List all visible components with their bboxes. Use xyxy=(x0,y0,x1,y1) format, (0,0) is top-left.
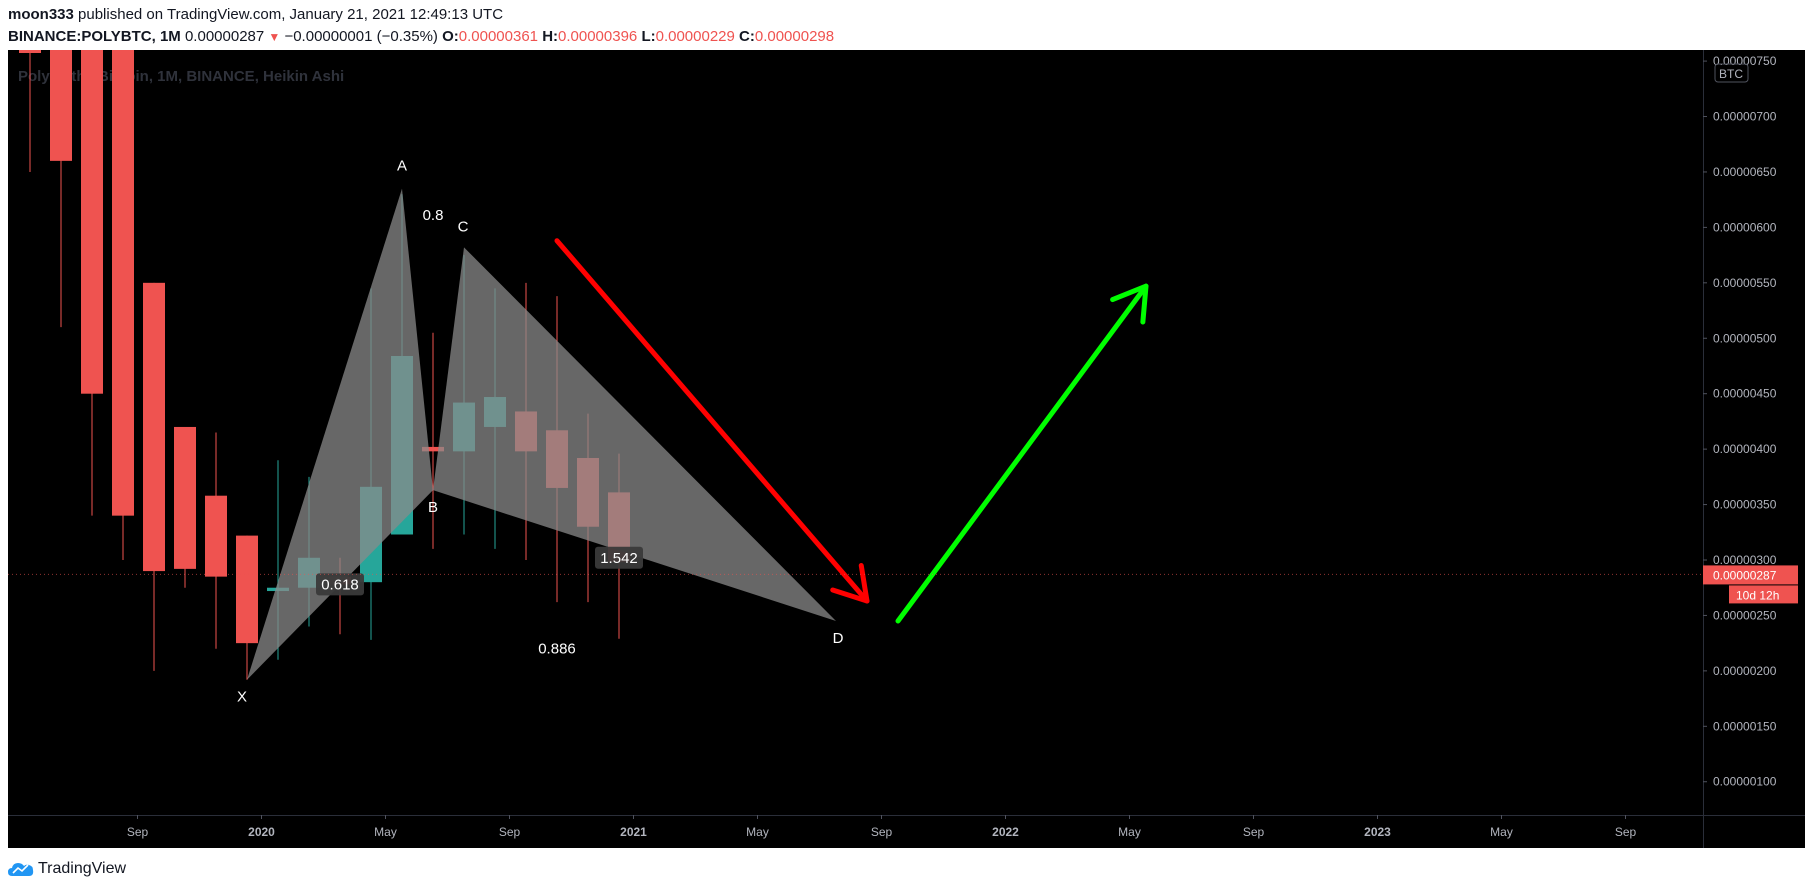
x-tick-label: Sep xyxy=(1615,825,1637,839)
symbol-line: BINANCE:POLYBTC, 1M 0.00000287 ▼ −0.0000… xyxy=(8,28,834,45)
ratio-label-box xyxy=(316,573,364,596)
down-arrow-head xyxy=(830,562,870,604)
published-text: published on TradingView.com, January 21… xyxy=(78,6,504,23)
x-tick-label: 2021 xyxy=(620,825,647,839)
xabcd-pattern: X A B C D 0.618 0.8 1.542 0.886 xyxy=(237,158,844,706)
pattern-triangle-bcd xyxy=(433,247,836,621)
low-value: 0.00000229 xyxy=(655,28,735,45)
x-tick-label: Sep xyxy=(127,825,149,839)
y-tick-label: 0.00000500 xyxy=(1713,331,1777,345)
symbol-name: BINANCE:POLYBTC, 1M xyxy=(8,28,181,45)
low-label: L: xyxy=(641,28,656,45)
ratio-label: 0.618 xyxy=(321,576,359,593)
y-tick-label: 0.00000250 xyxy=(1713,608,1777,622)
currency-badge-text: BTC xyxy=(1719,67,1743,81)
x-tick-label: May xyxy=(1490,825,1513,839)
pattern-point-label: X xyxy=(237,689,247,706)
up-arrow xyxy=(895,283,1149,624)
publish-line: moon333 published on TradingView.com, Ja… xyxy=(8,6,503,23)
pattern-point-label: A xyxy=(397,158,407,175)
y-tick-label: 0.00000150 xyxy=(1713,719,1777,733)
tradingview-brand: TradingView xyxy=(38,860,127,877)
ratio-label-box xyxy=(595,546,643,569)
x-tick-label: May xyxy=(746,825,769,839)
x-tick-label: 2020 xyxy=(248,825,275,839)
y-tick-label: 0.00000550 xyxy=(1713,276,1777,290)
x-tick-label: 2023 xyxy=(1364,825,1391,839)
close-label: C: xyxy=(739,28,755,45)
x-tick-label: 2022 xyxy=(992,825,1019,839)
candle-body xyxy=(143,282,165,572)
y-tick-label: 0.00000100 xyxy=(1713,775,1777,789)
candle-body xyxy=(19,50,41,53)
tradingview-logo[interactable]: TradingView xyxy=(8,860,126,878)
last-price: 0.00000287 xyxy=(184,28,265,45)
y-tick-label: 0.00000350 xyxy=(1713,498,1777,512)
candle-body xyxy=(81,50,103,394)
y-tick-label: 0.00000750 xyxy=(1713,54,1777,68)
y-tick-label: 0.00000650 xyxy=(1713,165,1777,179)
candle-body xyxy=(174,426,196,569)
up-arrow-shaft xyxy=(895,283,1149,624)
candle-body xyxy=(422,446,444,452)
high-value: 0.00000396 xyxy=(558,28,638,45)
close-value: 0.00000298 xyxy=(754,28,835,45)
ratio-label: 0.886 xyxy=(538,641,576,658)
price-axis xyxy=(1703,50,1805,815)
candle-body xyxy=(236,535,258,644)
countdown-badge-text: 10d 12h xyxy=(1736,588,1779,602)
y-tick-label: 0.00000700 xyxy=(1713,110,1777,124)
ratio-label: 0.8 xyxy=(423,207,444,224)
down-arrow xyxy=(554,238,870,604)
x-tick-label: May xyxy=(374,825,397,839)
y-tick-label: 0.00000200 xyxy=(1713,664,1777,678)
ratio-label: 1.542 xyxy=(600,550,638,567)
pattern-point-label: B xyxy=(428,499,438,516)
pattern-triangle-xab xyxy=(247,188,433,680)
candle-body xyxy=(112,50,134,516)
y-tick-label: 0.00000400 xyxy=(1713,442,1777,456)
down-triangle-icon: ▼ xyxy=(268,30,281,44)
x-tick-label: May xyxy=(1118,825,1141,839)
up-arrow-head xyxy=(1110,283,1149,325)
x-tick-label: Sep xyxy=(499,825,521,839)
y-tick-label: 0.00000600 xyxy=(1713,220,1777,234)
y-tick-label: 0.00000450 xyxy=(1713,387,1777,401)
pattern-point-label: D xyxy=(833,630,844,647)
candle-body xyxy=(50,50,72,161)
y-tick-label: 0.00000300 xyxy=(1713,553,1777,567)
down-arrow-shaft xyxy=(554,238,870,604)
last-price-badge xyxy=(1703,565,1798,585)
high-label: H: xyxy=(542,28,559,45)
plot-area xyxy=(8,50,1703,815)
author-name[interactable]: moon333 xyxy=(8,6,74,23)
tradingview-cloud-icon xyxy=(8,863,34,876)
pattern-point-label: C xyxy=(458,218,469,235)
candle-body xyxy=(205,495,227,577)
open-value: 0.00000361 xyxy=(458,28,539,45)
currency-badge xyxy=(1714,63,1749,83)
price-change: −0.00000001 (−0.35%) xyxy=(284,28,438,45)
x-tick-label: Sep xyxy=(871,825,893,839)
countdown-badge xyxy=(1729,585,1798,604)
open-label: O: xyxy=(442,28,459,45)
time-axis xyxy=(8,815,1805,848)
x-tick-label: Sep xyxy=(1243,825,1265,839)
last-price-badge-text: 0.00000287 xyxy=(1713,568,1777,582)
